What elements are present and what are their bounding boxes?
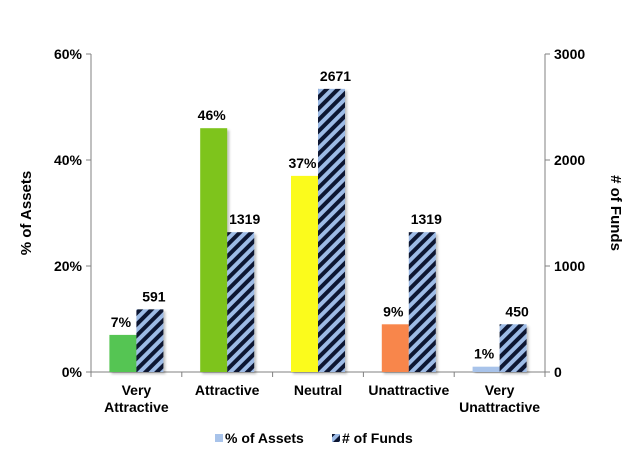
- bar-assets: [472, 366, 500, 372]
- bar-assets: [200, 128, 228, 372]
- data-label-assets: 9%: [383, 303, 404, 319]
- category-label: Unattractive: [368, 382, 449, 398]
- data-label-assets: 37%: [288, 155, 317, 171]
- left-axis-ticks: 0% 20% 40% 60%: [54, 46, 91, 380]
- legend-label-funds: # of Funds: [342, 430, 413, 446]
- bar-funds: [318, 88, 345, 373]
- category-label: Attractive: [195, 382, 260, 398]
- bar-funds: [136, 309, 164, 372]
- data-label-funds: 1319: [411, 211, 442, 227]
- legend: % of Assets # of Funds: [215, 430, 413, 446]
- bar-assets: [291, 175, 318, 372]
- data-labels: 7% 591 46% 1319 37% 2671 9% 1319 1% 450: [111, 68, 529, 362]
- legend-swatch-funds: [332, 434, 340, 442]
- bar-funds: [227, 232, 255, 372]
- left-axis-title: % of Assets: [18, 171, 35, 255]
- data-label-funds: 591: [142, 288, 166, 304]
- category-label: Neutral: [294, 382, 342, 398]
- x-axis-ticks: [90, 372, 546, 377]
- right-axis-title: # of Funds: [607, 175, 624, 251]
- bars: [109, 88, 527, 373]
- data-label-assets: 7%: [111, 314, 132, 330]
- left-tick-label: 0%: [62, 364, 83, 380]
- category-label: Very Unattractive: [459, 382, 540, 415]
- left-tick-label: 40%: [54, 152, 83, 168]
- left-tick-label: 60%: [54, 46, 83, 62]
- right-tick-label: 2000: [554, 152, 585, 168]
- legend-label-assets: % of Assets: [225, 430, 304, 446]
- data-label-assets: 1%: [474, 346, 495, 362]
- right-tick-label: 3000: [554, 46, 585, 62]
- bar-funds: [408, 232, 436, 372]
- bar-assets: [109, 334, 137, 372]
- category-labels: Very Attractive Attractive Neutral Unattract…: [104, 382, 540, 415]
- data-label-assets: 46%: [198, 107, 227, 123]
- bar-funds: [499, 324, 527, 372]
- legend-swatch-assets: [215, 434, 223, 442]
- left-tick-label: 20%: [54, 258, 83, 274]
- bar-assets: [381, 324, 409, 372]
- category-label: Very Attractive: [104, 382, 169, 415]
- data-label-funds: 450: [505, 303, 529, 319]
- right-tick-label: 0: [554, 364, 562, 380]
- data-label-funds: 2671: [320, 68, 351, 84]
- right-tick-label: 1000: [554, 258, 585, 274]
- right-axis-ticks: 0 1000 2000 3000: [545, 46, 585, 380]
- data-label-funds: 1319: [229, 211, 260, 227]
